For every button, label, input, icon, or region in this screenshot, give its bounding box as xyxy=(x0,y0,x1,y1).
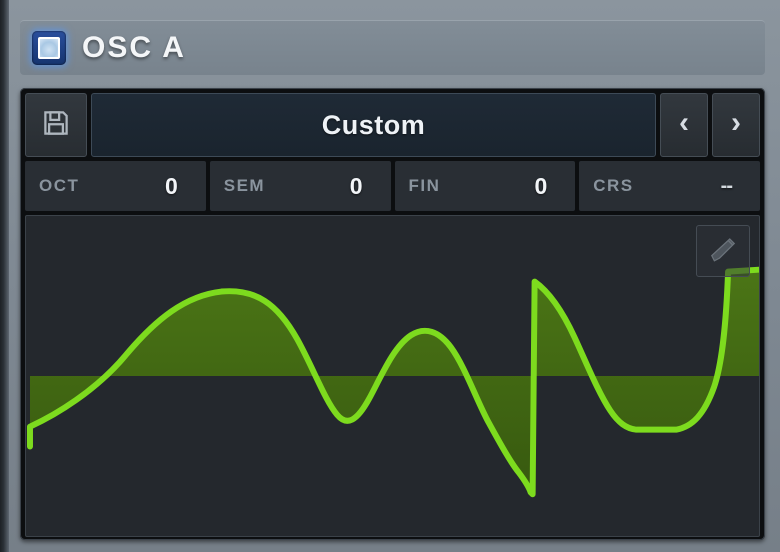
waveform-line xyxy=(26,266,759,498)
titlebar: OSC A xyxy=(20,20,765,75)
param-crs[interactable]: CRS -- xyxy=(579,161,760,211)
waveform-display[interactable] xyxy=(25,215,760,537)
oscillator-module: Custom ‹ › OCT 0 SEM 0 FIN 0 CRS xyxy=(20,88,765,540)
power-led-inner xyxy=(38,37,60,59)
param-oct-label: OCT xyxy=(39,176,80,195)
chevron-right-icon: › xyxy=(731,106,741,139)
param-sem-value: 0 xyxy=(349,172,363,199)
preset-next-button[interactable]: › xyxy=(712,93,760,157)
chevron-left-icon: ‹ xyxy=(679,106,689,139)
pencil-edit-icon xyxy=(708,234,738,269)
power-led-icon[interactable] xyxy=(32,31,66,65)
param-sem[interactable]: SEM 0 xyxy=(209,161,391,211)
preset-prev-button[interactable]: ‹ xyxy=(660,93,708,157)
waveform-fill xyxy=(29,269,759,495)
waveform-chart xyxy=(26,266,759,498)
save-preset-button[interactable] xyxy=(25,93,87,157)
page-title: OSC A xyxy=(82,31,186,64)
parameter-row: OCT 0 SEM 0 FIN 0 CRS -- xyxy=(25,161,760,211)
param-fin-label: FIN xyxy=(408,176,441,195)
preset-name-field[interactable]: Custom xyxy=(91,93,656,157)
param-fin[interactable]: FIN 0 xyxy=(394,161,576,211)
waveform-edit-button[interactable] xyxy=(696,225,750,277)
param-crs-value: -- xyxy=(720,174,733,197)
preset-bar: Custom ‹ › xyxy=(25,93,760,157)
param-fin-value: 0 xyxy=(534,172,548,199)
param-oct-value: 0 xyxy=(164,172,178,199)
param-crs-label: CRS xyxy=(593,176,634,195)
floppy-disk-save-icon xyxy=(41,108,71,143)
param-sem-label: SEM xyxy=(223,176,266,195)
param-oct[interactable]: OCT 0 xyxy=(25,161,206,211)
